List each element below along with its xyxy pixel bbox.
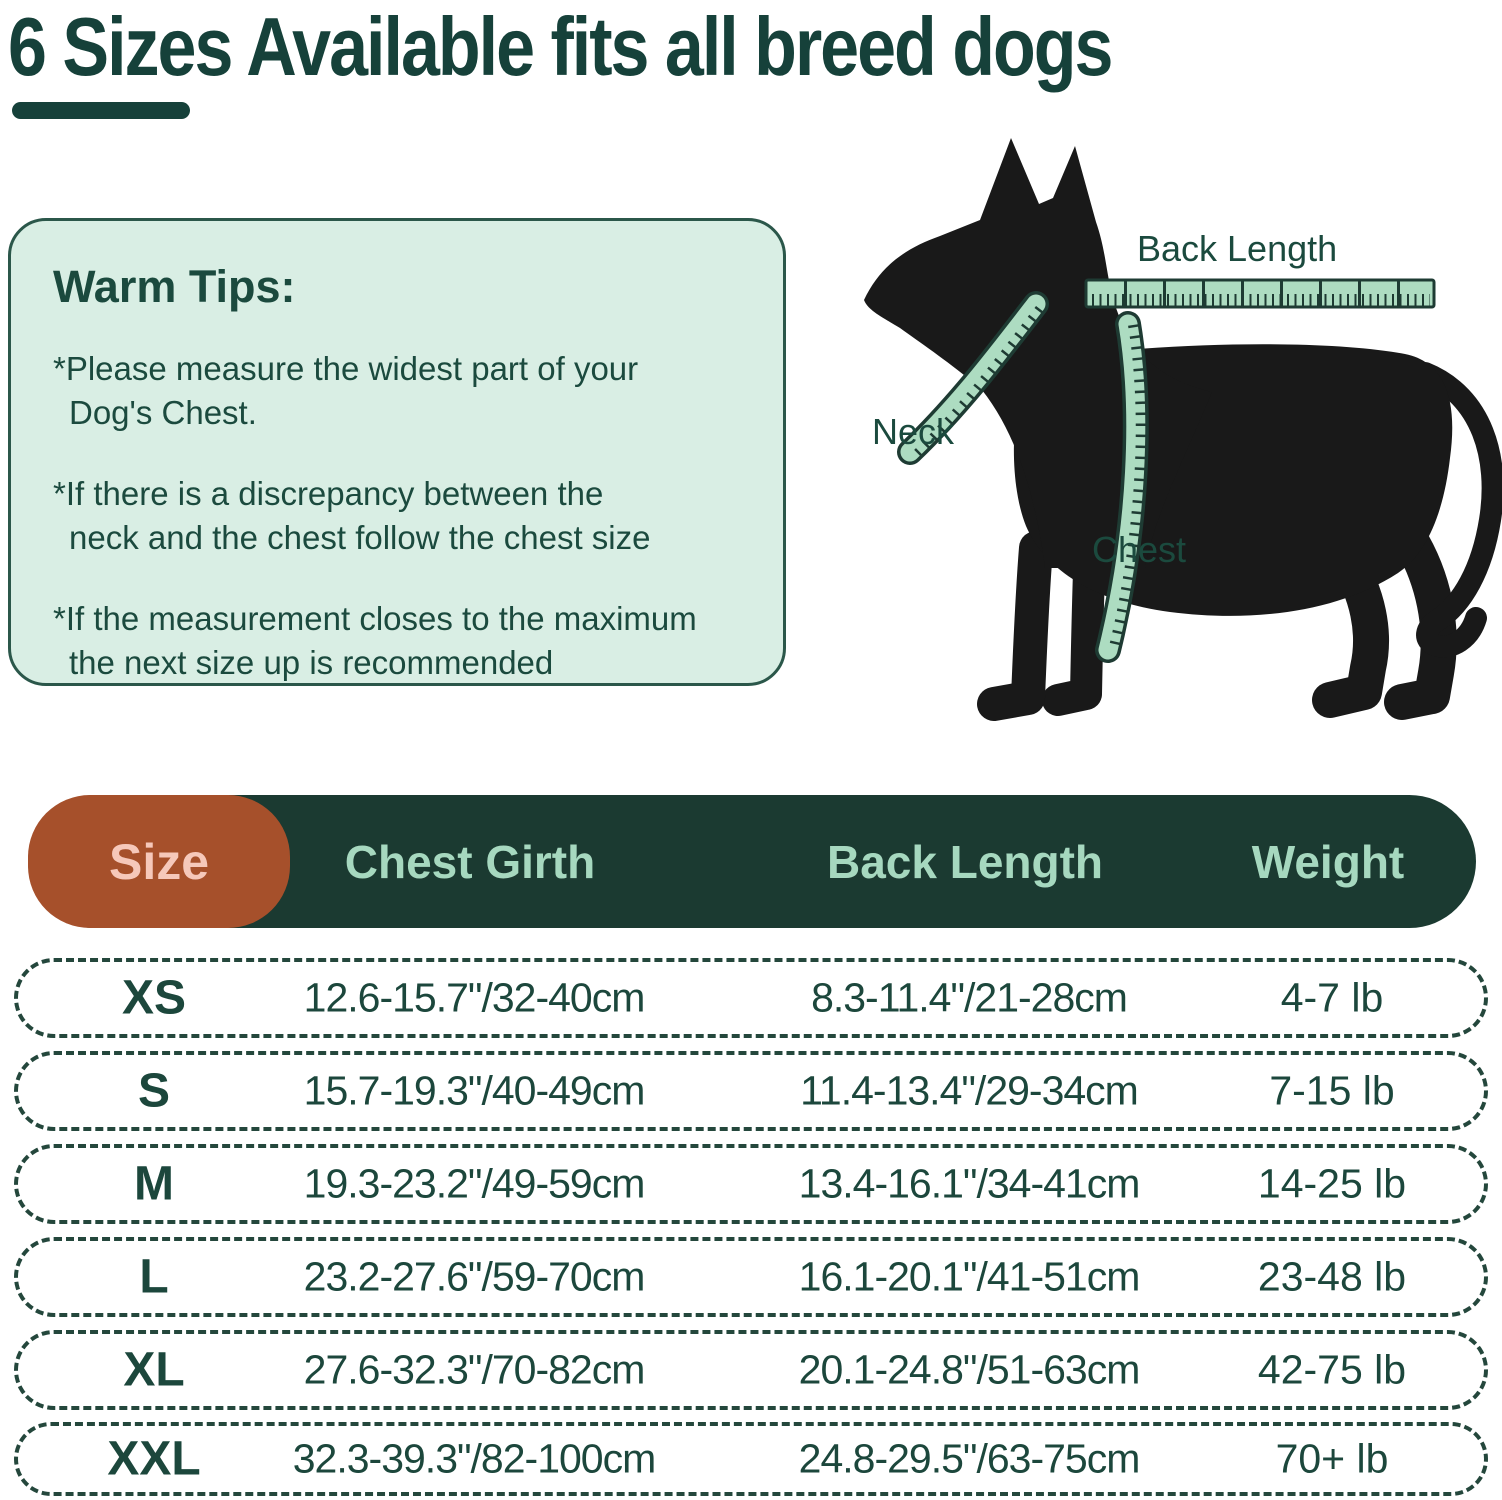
back-length-label: Back Length <box>1137 228 1338 269</box>
cell-weight: 23-48 lb <box>1257 1253 1407 1300</box>
warm-tip-1-line-1: *Please measure the widest part of your <box>53 350 639 387</box>
back-length-ruler-icon <box>1084 278 1436 309</box>
cell-weight: 14-25 lb <box>1257 1160 1407 1207</box>
cell-back-length: 24.8-29.5"/63-75cm <box>798 1435 1141 1482</box>
warm-tip-2-line-1: *If there is a discrepancy between the <box>53 475 604 513</box>
warm-tips-heading: Warm Tips: <box>53 261 296 312</box>
size-column-header: Size <box>108 833 210 890</box>
warm-tip-2: *If there is a discrepancy between the n… <box>53 472 743 559</box>
cell-weight: 70+ lb <box>1275 1435 1389 1482</box>
cell-weight: 42-75 lb <box>1257 1346 1407 1393</box>
cell-chest-girth: 12.6-15.7"/32-40cm <box>303 974 646 1021</box>
dog-silhouette-icon <box>864 138 1502 721</box>
cell-back-length: 16.1-20.1"/41-51cm <box>798 1253 1141 1300</box>
title-underline <box>12 102 190 119</box>
warm-tip-1-line-2: Dog's Chest. <box>69 393 257 431</box>
cell-size: XS <box>121 971 187 1025</box>
size-column-pill: Size <box>28 795 290 928</box>
chest-girth-column-header: Chest Girth <box>344 835 596 888</box>
cell-size: XL <box>123 1343 185 1397</box>
size-row-xl: XL 27.6-32.3"/70-82cm 20.1-24.8"/51-63cm… <box>14 1330 1488 1410</box>
neck-label: Neck <box>872 411 955 452</box>
cell-chest-girth: 32.3-39.3"/82-100cm <box>292 1435 657 1482</box>
cell-size: L <box>139 1250 169 1304</box>
cell-size: M <box>134 1157 174 1211</box>
cell-back-length: 11.4-13.4"/29-34cm <box>800 1067 1139 1114</box>
cell-weight: 7-15 lb <box>1269 1067 1395 1114</box>
weight-column-header: Weight <box>1251 835 1405 888</box>
warm-tips-box: Warm Tips: *Please measure the widest pa… <box>8 218 786 686</box>
size-row-xxl: XXL 32.3-39.3"/82-100cm 24.8-29.5"/63-75… <box>14 1422 1488 1496</box>
warm-tip-1: *Please measure the widest part of your … <box>53 347 743 434</box>
cell-size: XXL <box>107 1432 201 1486</box>
chest-tape-measure-icon <box>1095 311 1149 663</box>
cell-back-length: 13.4-16.1"/34-41cm <box>798 1160 1141 1207</box>
neck-tape-measure-icon <box>897 291 1049 465</box>
size-row-xs: XS 12.6-15.7"/32-40cm 8.3-11.4"/21-28cm … <box>14 958 1488 1038</box>
dog-measurement-diagram: Back Length Neck Chest <box>840 128 1502 750</box>
cell-weight: 4-7 lb <box>1280 974 1384 1021</box>
cell-size: S <box>137 1064 171 1118</box>
cell-back-length: 20.1-24.8"/51-63cm <box>798 1346 1141 1393</box>
size-row-m: M 19.3-23.2"/49-59cm 13.4-16.1"/34-41cm … <box>14 1144 1488 1224</box>
warm-tip-3-line-1: *If the measurement closes to the maximu… <box>53 600 697 638</box>
cell-chest-girth: 15.7-19.3"/40-49cm <box>303 1067 646 1114</box>
size-row-s: S 15.7-19.3"/40-49cm 11.4-13.4"/29-34cm … <box>14 1051 1488 1131</box>
cell-chest-girth: 23.2-27.6"/59-70cm <box>303 1253 646 1300</box>
cell-chest-girth: 27.6-32.3"/70-82cm <box>303 1346 646 1393</box>
cell-chest-girth: 19.3-23.2"/49-59cm <box>303 1160 646 1207</box>
front-near-leg <box>977 531 1053 721</box>
chest-label: Chest <box>1092 529 1187 570</box>
warm-tip-2-line-2: neck and the chest follow the chest size <box>69 518 651 556</box>
cell-back-length: 8.3-11.4"/21-28cm <box>811 974 1128 1021</box>
warm-tip-3: *If the measurement closes to the maximu… <box>53 597 743 684</box>
page-title: 6 Sizes Available fits all breed dogs <box>8 0 1113 93</box>
size-row-l: L 23.2-27.6"/59-70cm 16.1-20.1"/41-51cm … <box>14 1237 1488 1317</box>
size-table-header: Size Chest Girth Back Length Weight <box>28 795 1476 928</box>
warm-tip-3-line-2: the next size up is recommended <box>69 643 554 681</box>
tail <box>1414 362 1502 658</box>
back-length-column-header: Back Length <box>826 835 1104 888</box>
